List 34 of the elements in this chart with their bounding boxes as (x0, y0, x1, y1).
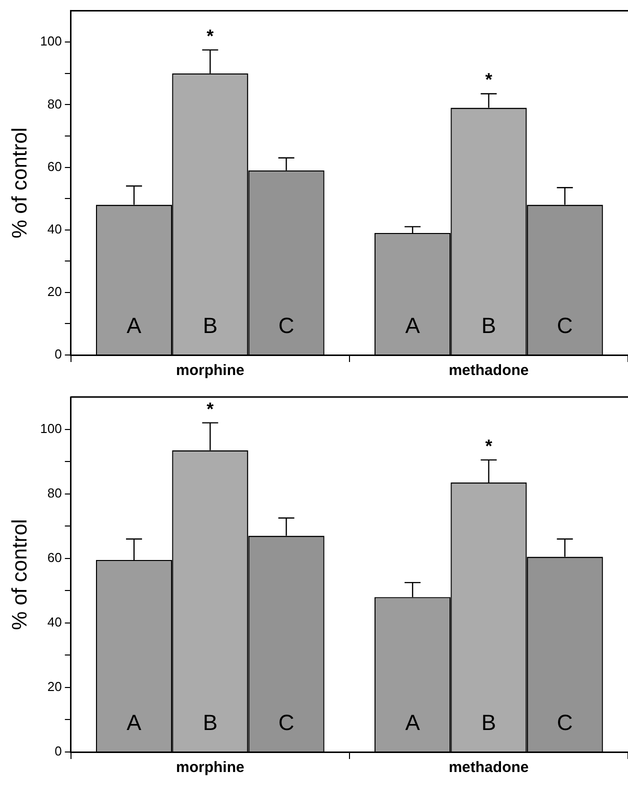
y-tick-label: 20 (47, 284, 62, 299)
y-tick-label: 60 (47, 550, 62, 565)
x-tick-label: methadone (448, 759, 529, 776)
annotation: * (485, 70, 492, 90)
y-tick-label: 100 (40, 34, 62, 49)
series-label: B (202, 313, 218, 338)
series-label: B (202, 710, 218, 736)
annotation: * (206, 398, 214, 419)
y-tick-label: 0 (54, 744, 62, 759)
annotation: * (206, 26, 214, 46)
y-tick-label: 100 (40, 420, 62, 436)
text: C (556, 313, 573, 338)
x-tick-label: morphine (176, 362, 244, 380)
annotation: * (485, 436, 492, 456)
text: C (556, 710, 573, 736)
x-tick-label: methadone (448, 362, 529, 380)
x-tick-label: morphine (176, 759, 244, 776)
y-tick-label: 40 (47, 614, 62, 630)
series-label: A (126, 710, 142, 736)
text: A (405, 710, 420, 736)
series-label: C (278, 710, 294, 736)
y-tick-label: 60 (47, 158, 62, 174)
series-label: C (278, 313, 294, 338)
series-label: A (126, 313, 142, 338)
y-axis-title: % of control (8, 519, 32, 630)
text: B (481, 710, 496, 736)
y-tick-label: 80 (47, 485, 62, 500)
y-tick-label: 0 (54, 346, 62, 362)
y-tick-label: 20 (47, 679, 62, 694)
y-tick-label: 80 (47, 96, 62, 112)
text: A (405, 313, 420, 338)
y-tick-label: 40 (47, 221, 62, 236)
text: B (481, 313, 496, 338)
y-axis-title: % of control (8, 127, 32, 238)
